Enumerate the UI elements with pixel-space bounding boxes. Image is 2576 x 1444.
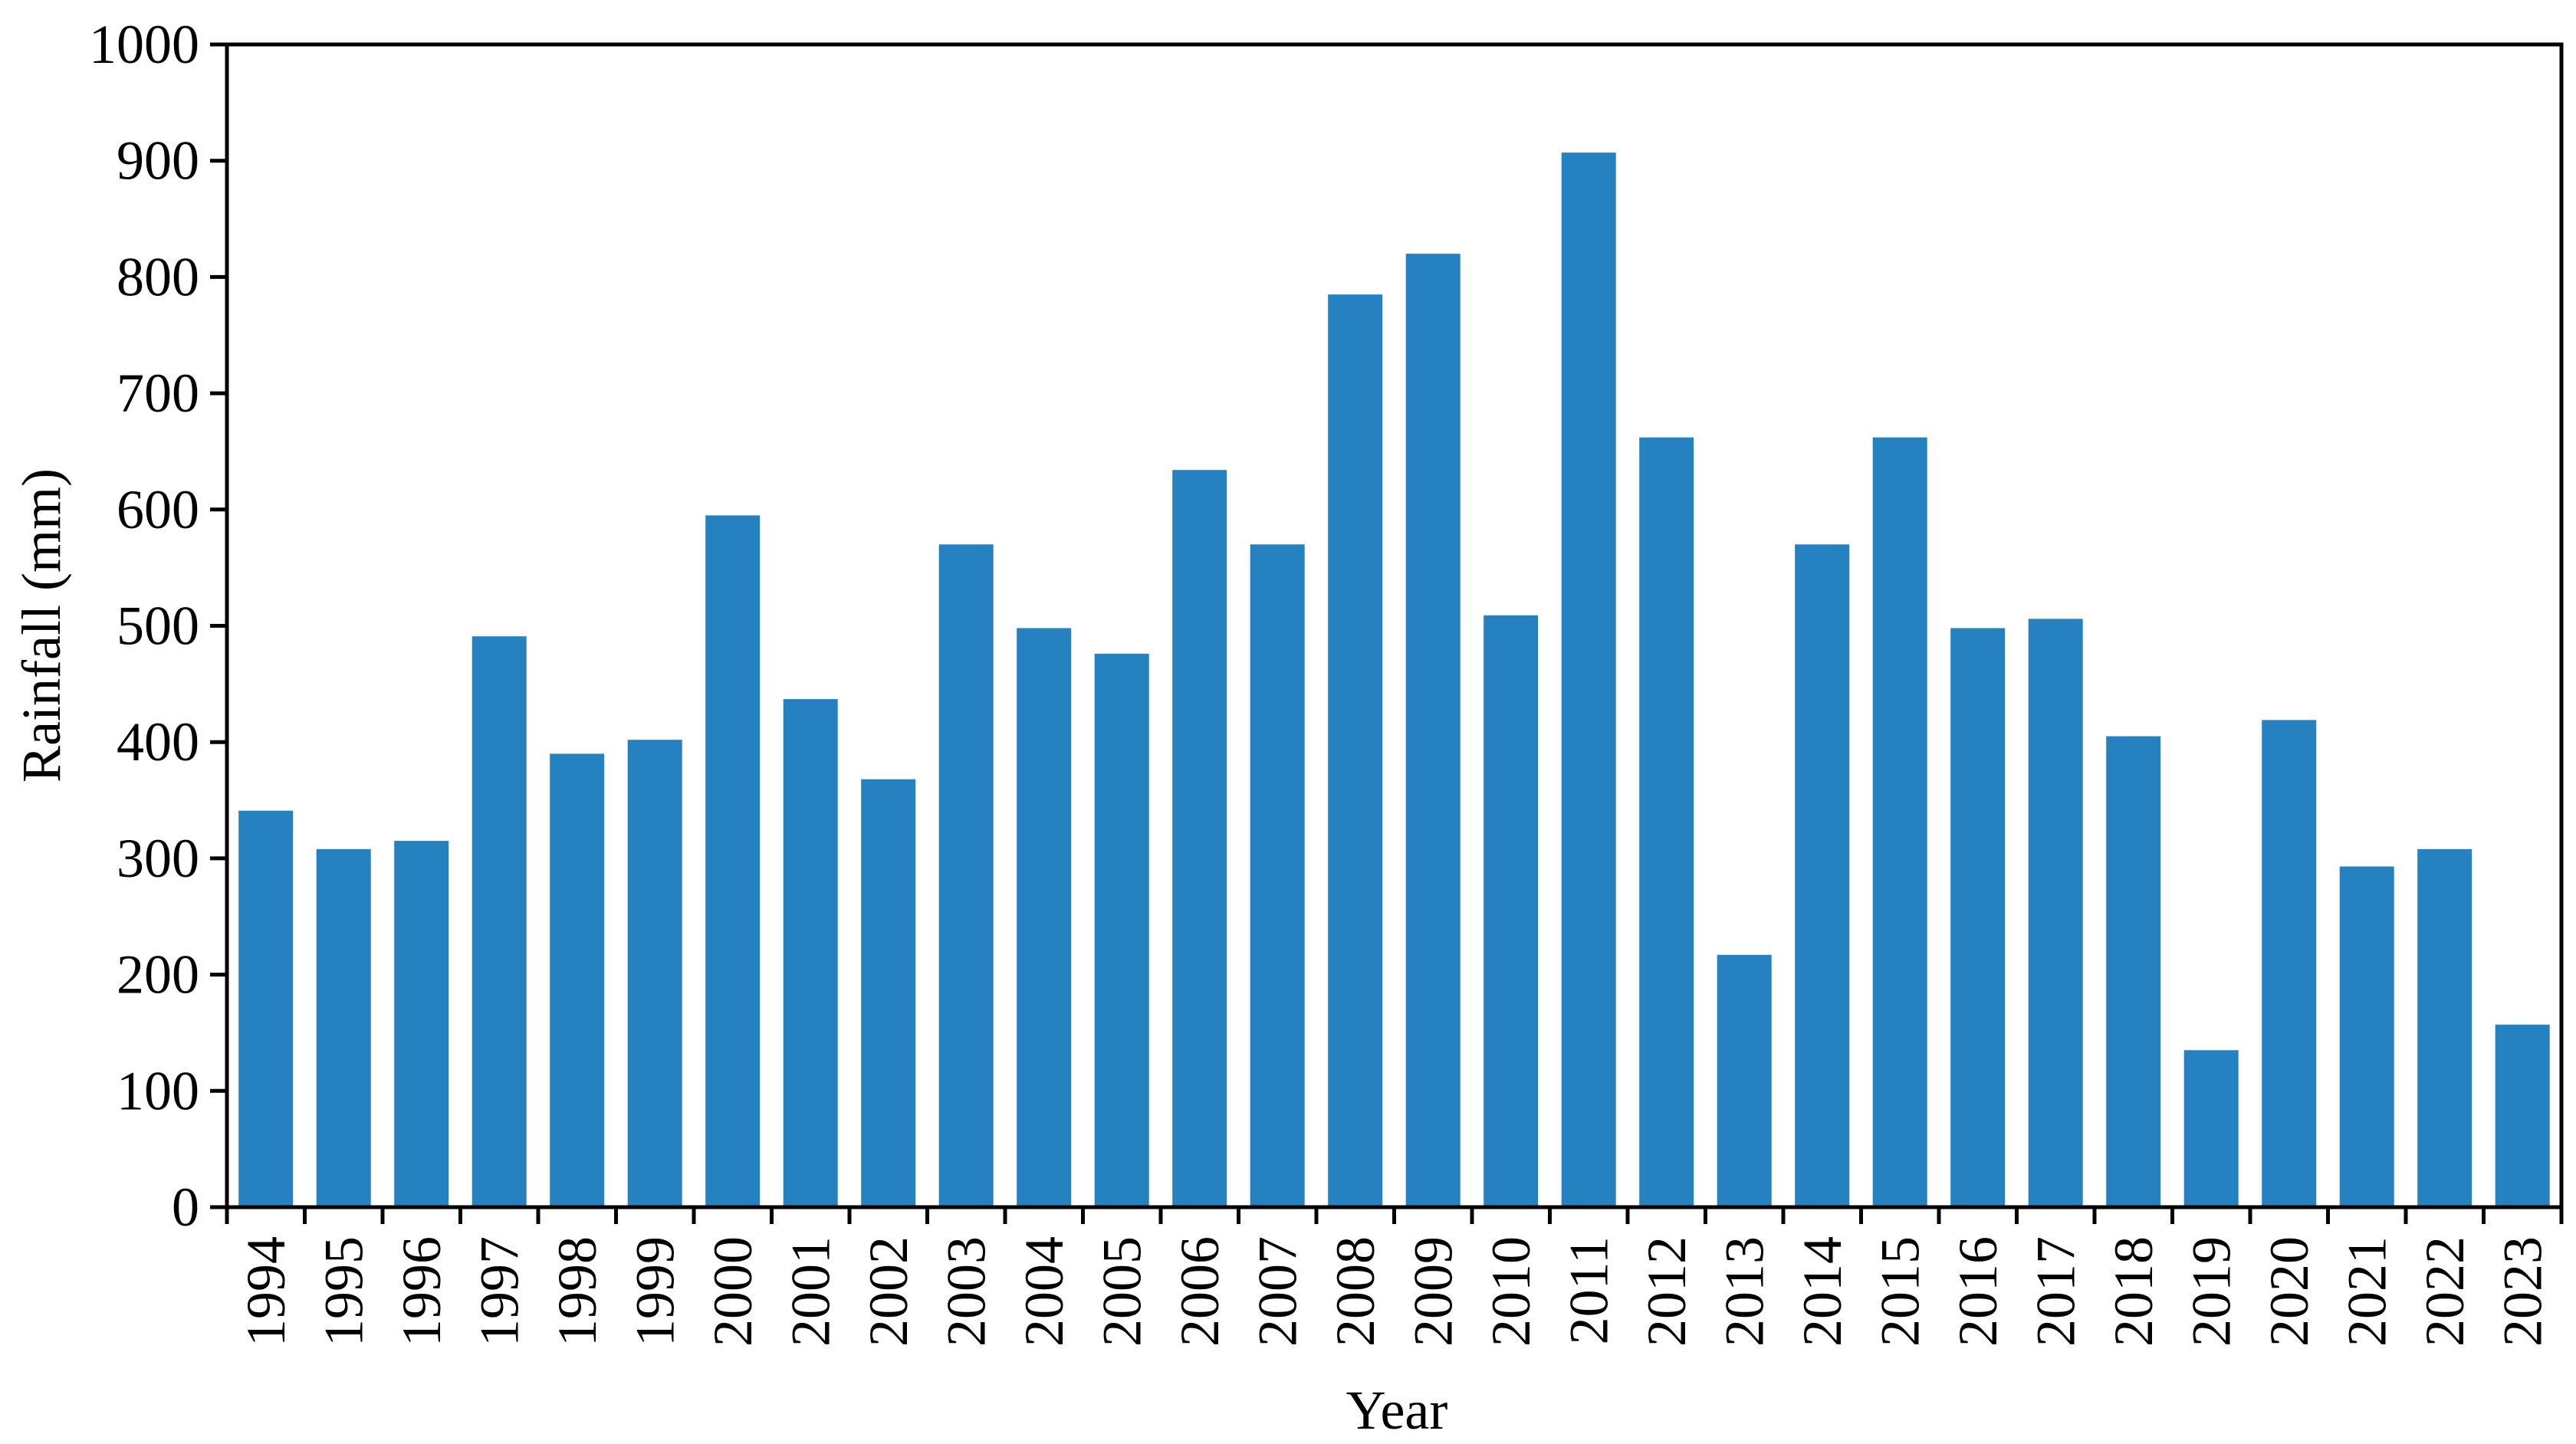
x-tick-label: 2014: [1792, 1236, 1853, 1347]
bar-2008: [1328, 294, 1383, 1208]
bar-2019: [2183, 1050, 2239, 1207]
bar-2009: [1405, 254, 1460, 1208]
bar-2020: [2262, 720, 2317, 1207]
bar-2018: [2106, 736, 2161, 1207]
y-axis-ticks: 0 100 200 300 400 500 600 700 800 900 1000: [89, 14, 227, 1238]
y-tick-label: 0: [172, 1177, 199, 1238]
x-tick-label: 2021: [2336, 1236, 2397, 1347]
bar-1998: [550, 753, 605, 1207]
x-tick-label: 2012: [1636, 1236, 1697, 1347]
x-tick-label: 2002: [858, 1236, 919, 1347]
x-tick-label: 2005: [1091, 1236, 1152, 1347]
bar-2004: [1017, 628, 1072, 1207]
x-tick-label: 1994: [235, 1236, 297, 1347]
x-tick-label: 1995: [313, 1236, 374, 1347]
x-tick-label: 2018: [2103, 1236, 2164, 1347]
bar-2002: [861, 779, 916, 1207]
x-tick-label: 1999: [624, 1236, 685, 1347]
y-tick-label: 800: [117, 246, 199, 307]
x-axis-label: Year: [1346, 1380, 1448, 1441]
x-tick-label: 2003: [935, 1236, 997, 1347]
x-tick-label: 2001: [780, 1236, 841, 1347]
x-tick-label: 2010: [1480, 1236, 1542, 1347]
bar-2006: [1172, 470, 1227, 1207]
bar-2001: [783, 699, 838, 1207]
bar-2005: [1094, 653, 1149, 1207]
x-tick-label: 2008: [1325, 1236, 1386, 1347]
bar-2014: [1795, 544, 1850, 1207]
bar-1995: [316, 848, 371, 1207]
bar-2015: [1872, 437, 1927, 1207]
x-tick-label: 2004: [1014, 1236, 1075, 1347]
x-tick-label: 1998: [547, 1236, 608, 1347]
x-tick-label: 2016: [1947, 1236, 2009, 1347]
x-tick-label: 2007: [1247, 1236, 1308, 1347]
x-tick-label: 2009: [1402, 1236, 1464, 1347]
y-tick-label: 700: [117, 363, 199, 424]
bar-1999: [627, 740, 682, 1207]
bar-2017: [2028, 619, 2083, 1207]
x-tick-label: 2013: [1714, 1236, 1775, 1347]
x-tick-label: 2015: [1869, 1236, 1930, 1347]
x-tick-label: 2011: [1558, 1236, 1619, 1344]
y-tick-label: 500: [117, 596, 199, 657]
x-tick-label: 2000: [702, 1236, 764, 1347]
x-tick-label: 2022: [2414, 1236, 2476, 1347]
bar-2000: [705, 515, 761, 1207]
x-tick-label: 2019: [2180, 1236, 2242, 1347]
bar-2011: [1561, 153, 1616, 1208]
y-tick-label: 400: [117, 711, 199, 773]
bar-1994: [238, 810, 294, 1207]
bar-2016: [1950, 628, 2006, 1207]
x-tick-label: 2020: [2259, 1236, 2320, 1347]
bar-2013: [1717, 954, 1772, 1207]
bars-group: [238, 153, 2550, 1208]
x-tick-label: 2017: [2025, 1236, 2086, 1347]
y-axis-label: Rainfall (mm): [11, 468, 72, 783]
bar-2003: [938, 544, 994, 1207]
x-tick-label: 1996: [391, 1236, 452, 1347]
bar-2023: [2495, 1024, 2550, 1207]
y-tick-label: 300: [117, 828, 199, 889]
plot-area-frame: [225, 42, 2564, 1209]
bar-1996: [394, 841, 449, 1207]
y-tick-label: 600: [117, 479, 199, 540]
x-axis-ticks: 1994 1995 1996 1997 1998 1999 2000 2001 2002 2003…: [225, 1207, 2564, 1347]
x-tick-label: 2006: [1169, 1236, 1230, 1347]
x-tick-label: 1997: [468, 1236, 530, 1347]
bar-2022: [2417, 848, 2472, 1207]
bar-1997: [472, 636, 527, 1207]
y-tick-label: 100: [117, 1060, 199, 1121]
bar-2007: [1250, 544, 1305, 1207]
y-tick-label: 900: [117, 130, 199, 192]
bar-2021: [2339, 866, 2394, 1207]
y-tick-label: 200: [117, 944, 199, 1006]
bar-2010: [1484, 615, 1539, 1207]
y-tick-label: 1000: [89, 14, 199, 75]
x-tick-label: 2023: [2492, 1236, 2553, 1347]
bar-2012: [1639, 437, 1694, 1207]
